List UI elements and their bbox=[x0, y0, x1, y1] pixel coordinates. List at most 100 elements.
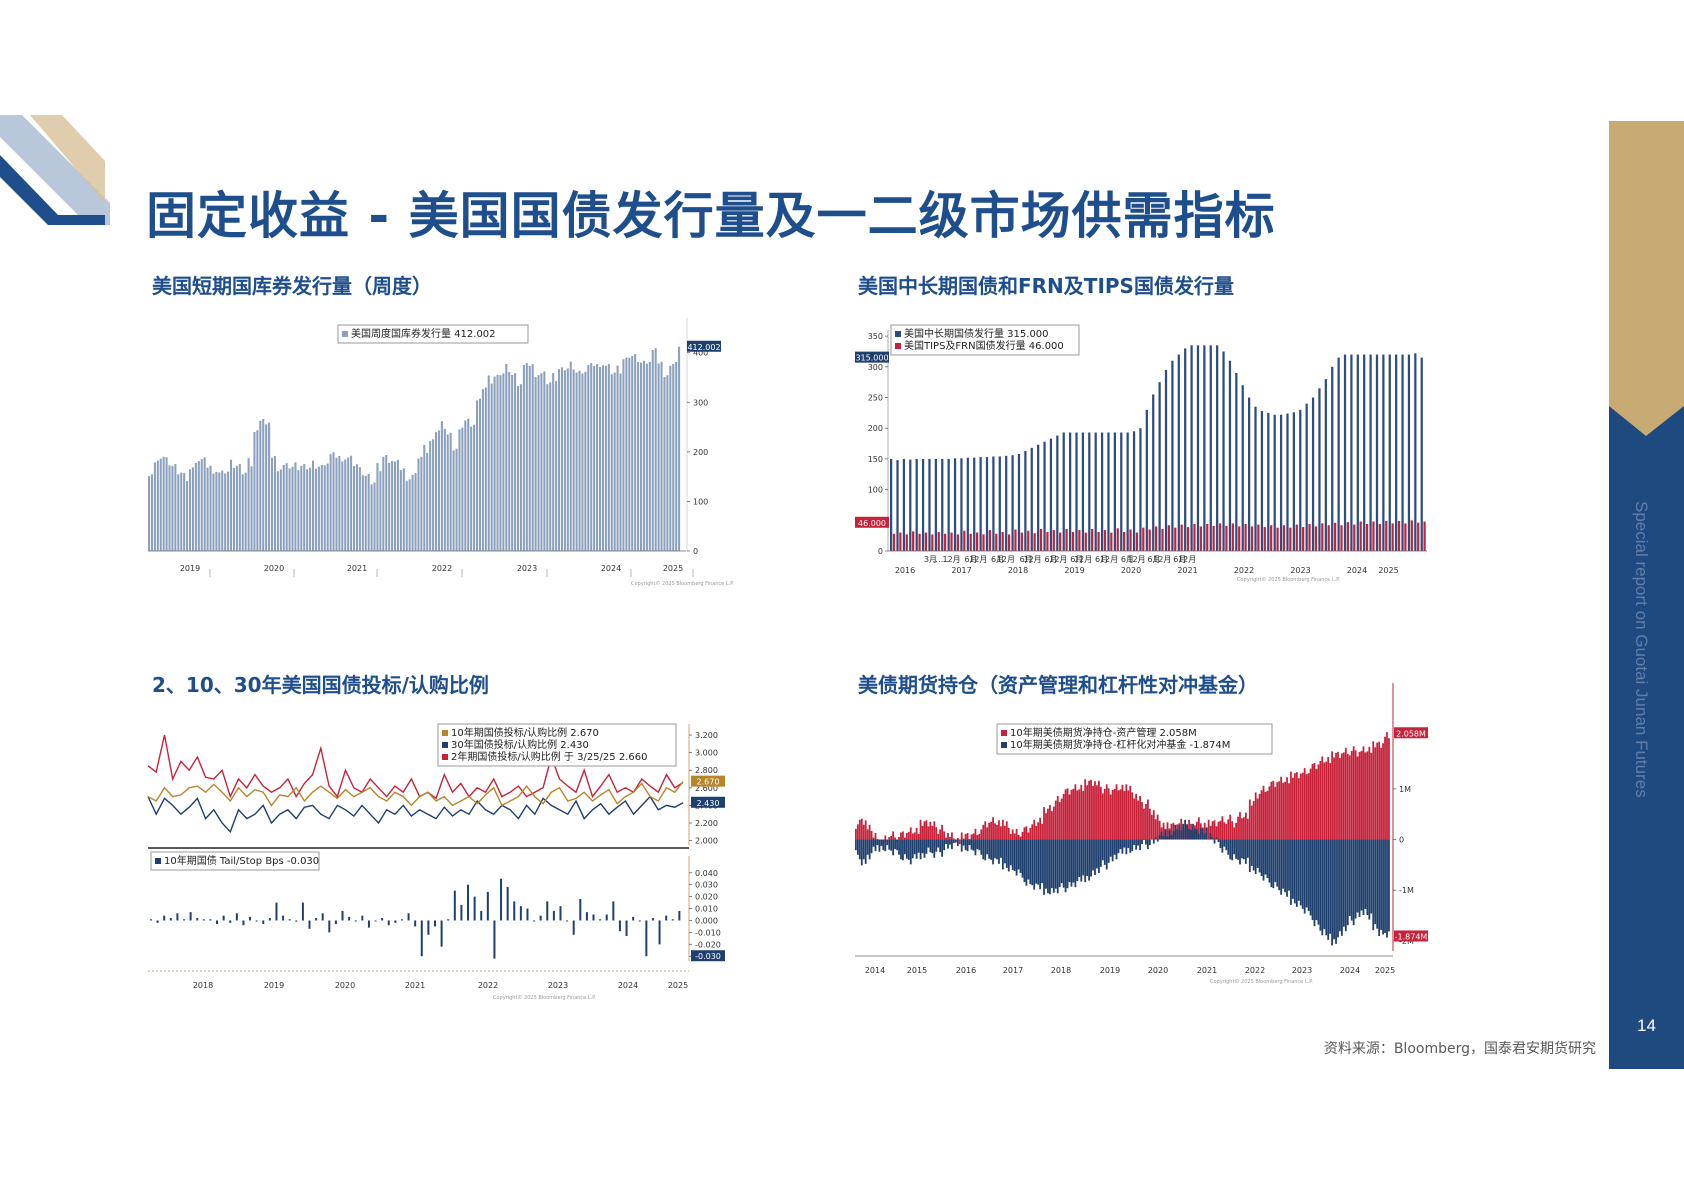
bar bbox=[645, 363, 648, 551]
tail-bar bbox=[367, 920, 370, 928]
bar-coupon bbox=[1254, 406, 1257, 551]
bar-hedge-fund bbox=[923, 839, 926, 858]
tail-bar bbox=[625, 920, 628, 936]
x-tick-label: 2024 bbox=[1340, 966, 1360, 975]
bar bbox=[297, 470, 300, 551]
bar bbox=[153, 462, 156, 551]
bar bbox=[262, 418, 265, 551]
y-tick-label: 250 bbox=[868, 394, 883, 403]
bar bbox=[654, 348, 657, 551]
tail-bar bbox=[618, 920, 621, 932]
bar-asset-mgr bbox=[1049, 805, 1051, 840]
bar-hedge-fund bbox=[1029, 839, 1032, 885]
x-month-label: 12月 bbox=[1024, 555, 1042, 564]
bar-hedge-fund bbox=[1101, 839, 1104, 861]
bar-hedge-fund bbox=[1025, 839, 1028, 886]
bar-hedge-fund bbox=[968, 839, 971, 846]
x-tick-label: 2021 bbox=[347, 564, 367, 573]
y-tick-label: 1M bbox=[1399, 785, 1411, 794]
legend-label: 美国TIPS及FRN国债发行量 46.000 bbox=[904, 339, 1064, 352]
legend-top-swatch bbox=[442, 754, 448, 760]
bar-hedge-fund bbox=[872, 839, 875, 847]
bar-asset-mgr bbox=[1090, 779, 1092, 840]
bar-hedge-fund bbox=[1054, 839, 1057, 889]
bar bbox=[221, 470, 224, 551]
bar-coupon bbox=[1100, 432, 1104, 551]
bar-hedge-fund bbox=[1201, 828, 1204, 840]
bar-asset-mgr bbox=[1101, 793, 1104, 840]
bar-coupon bbox=[998, 456, 1001, 551]
bar-coupon bbox=[1145, 409, 1148, 551]
bar-asset-mgr bbox=[874, 832, 877, 840]
page-number: 14 bbox=[1637, 1016, 1656, 1035]
bar-tips-frn bbox=[1257, 524, 1260, 551]
bar bbox=[271, 457, 274, 551]
bar bbox=[399, 470, 402, 551]
bar-asset-mgr bbox=[1260, 790, 1263, 840]
tail-bar bbox=[315, 918, 318, 921]
bar-coupon bbox=[1407, 354, 1411, 551]
tail-bar bbox=[222, 915, 225, 921]
bar bbox=[555, 381, 558, 551]
bar-tips-frn bbox=[1206, 523, 1209, 551]
bar-asset-mgr bbox=[960, 832, 963, 840]
tail-bar bbox=[354, 920, 357, 922]
bar-tips-frn bbox=[1385, 520, 1388, 551]
bar-hedge-fund bbox=[1041, 839, 1043, 884]
bar-asset-mgr bbox=[1121, 784, 1124, 840]
bar bbox=[599, 367, 602, 551]
bar-asset-mgr bbox=[1152, 810, 1155, 840]
tail-bar bbox=[209, 919, 212, 921]
bar-hedge-fund bbox=[1243, 839, 1245, 860]
bar-asset-mgr bbox=[1227, 819, 1230, 840]
bar-asset-mgr bbox=[915, 827, 918, 840]
bar-asset-mgr bbox=[1117, 790, 1120, 840]
bar-hedge-fund bbox=[1244, 839, 1247, 864]
bar-coupon bbox=[1088, 432, 1091, 551]
bar-asset-mgr bbox=[1105, 784, 1108, 840]
chart-title-bid-to-cover: 2、10、30年美国国债投标/认购比例 bbox=[152, 673, 489, 697]
bar bbox=[355, 464, 358, 551]
bar-asset-mgr bbox=[1001, 819, 1004, 840]
line-2年期国债投标/认购比例 bbox=[147, 734, 684, 800]
page-title: 固定收益 - 美国国债发行量及一二级市场供需指标 bbox=[146, 187, 1276, 245]
bar-asset-mgr bbox=[892, 831, 895, 840]
bar bbox=[300, 465, 303, 551]
bar-asset-mgr bbox=[1045, 813, 1047, 840]
last-value-tag-30y-bg bbox=[691, 796, 725, 808]
bar bbox=[642, 360, 645, 551]
bar-coupon bbox=[992, 456, 995, 551]
x-tick-label: 2025 bbox=[668, 981, 688, 990]
x-tick-label: 2020 bbox=[335, 981, 355, 990]
bar bbox=[426, 452, 429, 551]
bar-asset-mgr bbox=[1276, 782, 1279, 840]
bar-tips-frn bbox=[905, 534, 908, 551]
bar bbox=[279, 469, 282, 551]
bar-hedge-fund bbox=[1105, 839, 1108, 870]
bar-hedge-fund bbox=[1109, 839, 1112, 857]
bar-asset-mgr bbox=[970, 834, 973, 840]
bar-tips-frn bbox=[944, 533, 947, 551]
bar bbox=[309, 467, 312, 551]
bar-coupon bbox=[1043, 441, 1046, 551]
bar bbox=[461, 427, 464, 551]
bar bbox=[678, 346, 681, 551]
bar bbox=[259, 420, 262, 551]
bar bbox=[306, 469, 309, 551]
bar-hedge-fund bbox=[1117, 839, 1120, 854]
tail-bar bbox=[308, 920, 311, 929]
bar-asset-mgr bbox=[1033, 819, 1036, 840]
bar-hedge-fund bbox=[996, 839, 998, 860]
bar-asset-mgr bbox=[1315, 769, 1318, 840]
bar-asset-mgr bbox=[1111, 789, 1114, 840]
y-tick-label: 100 bbox=[868, 486, 883, 495]
bar bbox=[476, 400, 479, 551]
last-value-tag-tail: -0.030 bbox=[695, 952, 721, 961]
bar-asset-mgr bbox=[1341, 753, 1343, 840]
bar bbox=[675, 361, 678, 551]
bar-asset-mgr bbox=[1156, 814, 1159, 840]
bar bbox=[616, 365, 619, 551]
bar-tips-frn bbox=[899, 532, 902, 551]
bar-hedge-fund bbox=[1131, 839, 1134, 852]
bar-hedge-fund bbox=[1088, 839, 1091, 881]
